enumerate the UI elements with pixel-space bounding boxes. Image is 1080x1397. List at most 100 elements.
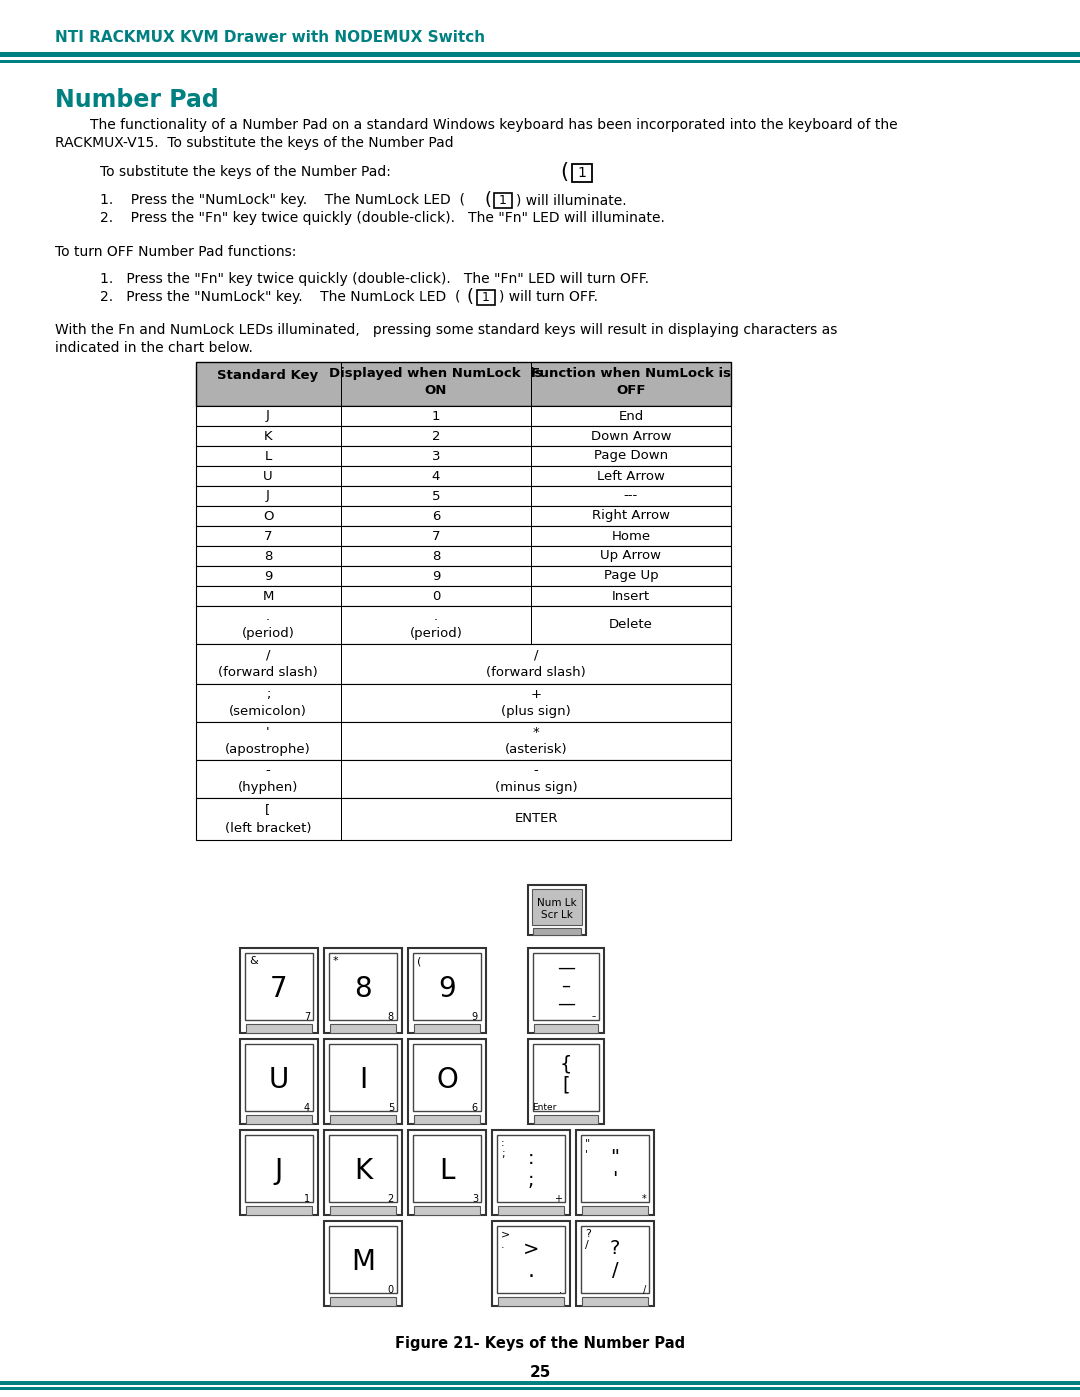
Text: Up Arrow: Up Arrow <box>600 549 661 563</box>
Bar <box>494 193 512 208</box>
Bar <box>195 585 731 606</box>
Text: Insert: Insert <box>612 590 650 602</box>
Bar <box>245 1044 313 1111</box>
Text: -: - <box>266 764 270 777</box>
Text: Page Down: Page Down <box>594 450 669 462</box>
Bar <box>413 1134 481 1201</box>
Bar <box>0 52 1080 57</box>
Text: J: J <box>266 489 270 503</box>
Bar <box>240 949 318 1032</box>
Text: ;: ; <box>528 1171 535 1189</box>
Text: ': ' <box>612 1171 618 1189</box>
Bar <box>497 1227 565 1294</box>
Bar <box>245 953 313 1020</box>
Text: O: O <box>436 1066 458 1094</box>
Text: 1: 1 <box>578 166 586 180</box>
Text: Num Lk: Num Lk <box>537 898 577 908</box>
Text: 6: 6 <box>472 1104 478 1113</box>
Bar <box>413 953 481 1020</box>
Bar <box>195 362 731 407</box>
Text: 8: 8 <box>388 1011 394 1023</box>
Text: .: . <box>527 1261 535 1281</box>
Bar <box>413 1044 481 1111</box>
Text: U: U <box>264 469 273 482</box>
Text: 1: 1 <box>482 291 490 305</box>
Text: *: * <box>642 1194 646 1204</box>
Bar <box>408 1039 486 1125</box>
Bar <box>414 1024 480 1032</box>
Bar <box>324 1130 402 1215</box>
Text: indicated in the chart below.: indicated in the chart below. <box>55 341 253 355</box>
Bar <box>245 1134 313 1201</box>
Text: ': ' <box>266 726 270 739</box>
Text: .: . <box>434 610 438 623</box>
Text: L: L <box>440 1157 455 1185</box>
Text: O: O <box>262 510 273 522</box>
Text: 6: 6 <box>432 510 441 522</box>
Text: ": " <box>585 1139 591 1148</box>
Bar <box>572 163 592 182</box>
Text: 7: 7 <box>432 529 441 542</box>
Text: 1: 1 <box>303 1194 310 1204</box>
Text: 1.    Press the "NumLock" key.    The NumLock LED  (: 1. Press the "NumLock" key. The NumLock … <box>100 193 465 207</box>
Bar <box>195 606 731 644</box>
Bar <box>0 1387 1080 1390</box>
Bar <box>240 1039 318 1125</box>
Bar <box>329 1044 397 1111</box>
Text: /: / <box>643 1285 646 1295</box>
Text: 7: 7 <box>270 975 287 1003</box>
Bar <box>534 1115 598 1125</box>
Text: 2.    Press the "Fn" key twice quickly (double-click).   The "Fn" LED will illum: 2. Press the "Fn" key twice quickly (dou… <box>100 211 665 225</box>
Text: NTI RACKMUX KVM Drawer with NODEMUX Switch: NTI RACKMUX KVM Drawer with NODEMUX Swit… <box>55 29 485 45</box>
Text: Home: Home <box>611 529 650 542</box>
Text: End: End <box>619 409 644 422</box>
Text: M: M <box>351 1248 375 1275</box>
Text: :: : <box>501 1139 504 1148</box>
Text: 9: 9 <box>438 975 456 1003</box>
Text: 9: 9 <box>472 1011 478 1023</box>
Text: ) will illuminate.: ) will illuminate. <box>516 193 626 207</box>
Text: 7: 7 <box>264 529 272 542</box>
Text: 0: 0 <box>432 590 441 602</box>
Text: +: + <box>530 689 541 701</box>
Bar <box>408 1130 486 1215</box>
Bar <box>497 1134 565 1201</box>
Text: /: / <box>585 1241 589 1250</box>
Text: .: . <box>501 1241 504 1250</box>
Text: 2: 2 <box>432 429 441 443</box>
Text: K: K <box>264 429 272 443</box>
Text: (period): (period) <box>242 627 295 640</box>
Text: 8: 8 <box>354 975 372 1003</box>
Bar <box>414 1206 480 1215</box>
Text: ENTER: ENTER <box>514 813 557 826</box>
Bar <box>195 527 731 546</box>
Text: (forward slash): (forward slash) <box>486 666 585 679</box>
Text: —: — <box>557 958 575 977</box>
Text: K: K <box>354 1157 373 1185</box>
Bar <box>324 1039 402 1125</box>
Text: Function when NumLock is: Function when NumLock is <box>531 367 731 380</box>
Bar <box>329 1227 397 1294</box>
Bar <box>534 928 581 935</box>
Bar <box>576 1221 654 1306</box>
Text: RACKMUX-V15.  To substitute the keys of the Number Pad: RACKMUX-V15. To substitute the keys of t… <box>55 136 454 149</box>
Text: To substitute the keys of the Number Pad:: To substitute the keys of the Number Pad… <box>100 165 391 179</box>
Text: (hyphen): (hyphen) <box>238 781 298 793</box>
Bar <box>195 685 731 722</box>
Text: 9: 9 <box>264 570 272 583</box>
Bar <box>195 446 731 467</box>
Text: (apostrophe): (apostrophe) <box>225 743 311 756</box>
Bar <box>528 949 604 1032</box>
Text: –: – <box>562 977 570 995</box>
Text: (plus sign): (plus sign) <box>501 705 571 718</box>
Bar <box>492 1221 570 1306</box>
Bar <box>414 1115 480 1125</box>
Bar <box>324 1221 402 1306</box>
Bar <box>329 953 397 1020</box>
Text: The functionality of a Number Pad on a standard Windows keyboard has been incorp: The functionality of a Number Pad on a s… <box>55 117 897 131</box>
Text: (semicolon): (semicolon) <box>229 705 307 718</box>
Text: Number Pad: Number Pad <box>55 88 219 112</box>
Text: ;: ; <box>501 1148 504 1160</box>
Text: OFF: OFF <box>617 384 646 397</box>
Text: .: . <box>266 610 270 623</box>
